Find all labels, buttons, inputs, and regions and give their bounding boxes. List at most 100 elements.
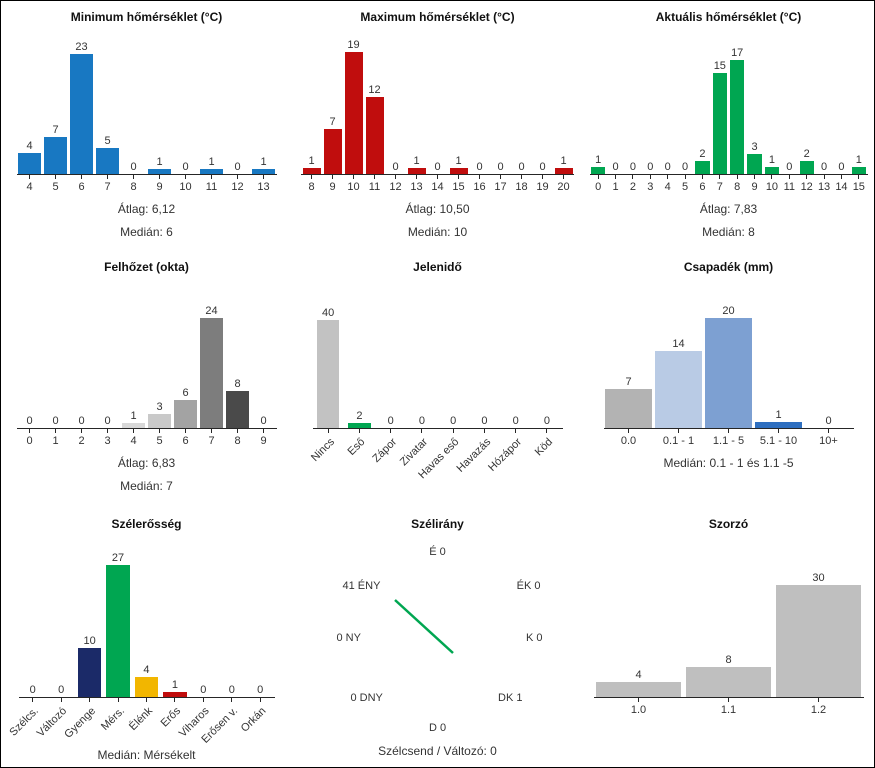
- bar-value-label: 1: [855, 154, 862, 166]
- axis-tick-slot: [218, 698, 246, 702]
- bar: [44, 137, 67, 174]
- axis-tick-slot: [173, 175, 199, 179]
- axis-tick: [728, 429, 729, 433]
- bar-column: 0: [531, 300, 562, 428]
- bar-column: 0: [47, 547, 75, 697]
- x-tick-label: 14: [431, 181, 444, 193]
- x-tick-label: 8: [734, 181, 741, 193]
- bar-column: 0: [500, 300, 531, 428]
- axis-tick-slot: [406, 429, 437, 433]
- bar: [695, 161, 710, 174]
- x-tick-label: 17: [494, 181, 507, 193]
- bar-value-label: 20: [722, 305, 735, 317]
- axis-tick-slot: [121, 429, 147, 433]
- x-tick-label: 0: [595, 181, 602, 193]
- bar: [686, 667, 771, 697]
- x-tick-label: Élénk: [127, 701, 160, 739]
- axis-tick: [211, 175, 212, 179]
- axis-tick-slot: [95, 175, 121, 179]
- bar-value-label: 0: [257, 684, 264, 696]
- axis-tick: [133, 429, 134, 433]
- bar-value-label: 0: [612, 161, 619, 173]
- bar-column: 7: [604, 300, 654, 428]
- bar-column: 0: [173, 34, 199, 174]
- x-tick-label-text: Zápor: [370, 436, 400, 465]
- wind-label-sw: 0 DNY: [350, 692, 383, 704]
- bar-column: 0: [406, 300, 437, 428]
- axis-tick: [327, 429, 329, 433]
- axis-tick-slot: [189, 698, 217, 702]
- bar-column: 1: [121, 300, 147, 428]
- axis-tick: [81, 175, 82, 179]
- x-tick-label: 1.1 - 5: [712, 435, 745, 447]
- stat-line: Medián: 8: [702, 225, 755, 239]
- x-axis: [301, 174, 574, 179]
- axis-tick-slot: [531, 429, 562, 433]
- bar-column: 2: [344, 300, 375, 428]
- wind-calm-footer: Szélcsend / Változó: 0: [378, 744, 497, 758]
- x-tick-label: 3: [104, 435, 111, 447]
- x-tick-label: 5: [156, 435, 163, 447]
- x-tick-label: 6: [182, 435, 189, 447]
- bar: [554, 168, 573, 174]
- x-tick-label: 2: [629, 181, 636, 193]
- axis-tick-slot: [199, 175, 225, 179]
- bar-value-label: 7: [52, 124, 59, 136]
- bars-area: 40 2 0 0 0 0 0 0: [313, 300, 563, 428]
- x-tick-label: 7: [104, 181, 111, 193]
- axis-tick: [374, 175, 375, 179]
- bar-column: 1: [590, 34, 607, 174]
- axis-tick-slot: [69, 175, 95, 179]
- axis-tick: [263, 175, 264, 179]
- axis-tick: [395, 175, 396, 179]
- axis-tick-slot: [746, 175, 763, 179]
- chart-present-weather: Jelenidő 40 2 0 0 0 0 0 0 Nincs Eső Zápor Zivatar Ha…: [292, 251, 583, 508]
- bar-column: 4: [132, 547, 160, 697]
- bar-value-label: 0: [518, 161, 525, 173]
- axis-tick-slot: [624, 175, 641, 179]
- bar-column: 0: [427, 34, 448, 174]
- axis-tick: [628, 429, 629, 433]
- bar-value-label: 0: [476, 161, 483, 173]
- bar-column: 0: [218, 547, 246, 697]
- bar-value-label: 1: [775, 409, 782, 421]
- axis-tick-slot: [301, 175, 322, 179]
- bar-column: 0: [95, 300, 121, 428]
- bar-column: 1: [850, 34, 867, 174]
- bar-column: 0: [385, 34, 406, 174]
- axis-tick-slot: [469, 175, 490, 179]
- bar-column: 0: [833, 34, 850, 174]
- axis-tick-slot: [246, 698, 274, 702]
- bar-value-label: 14: [672, 338, 685, 350]
- bar-value-label: 0: [52, 415, 59, 427]
- bar-value-label: 0: [260, 415, 267, 427]
- x-tick-label: 9: [751, 181, 758, 193]
- axis-tick-slot: [850, 175, 867, 179]
- axis-tick: [483, 429, 485, 433]
- axis-tick: [259, 698, 261, 702]
- bar: [348, 423, 371, 428]
- bar-column: 40: [313, 300, 344, 428]
- bar-value-label: 0: [450, 415, 457, 427]
- axis-tick-slot: [711, 175, 728, 179]
- bars-area: 0 0 10 27 4 1 0 0 0: [19, 547, 275, 697]
- axis-tick-slot: [375, 429, 406, 433]
- wind-label-ne: ÉK 0: [516, 580, 541, 592]
- bar-value-label: 6: [182, 387, 189, 399]
- axis-tick-slot: [225, 429, 251, 433]
- bar-value-label: 0: [392, 161, 399, 173]
- axis-tick: [667, 175, 669, 179]
- bar: [755, 422, 802, 428]
- x-tick-label: 7: [208, 435, 215, 447]
- wind-direction-line: [393, 599, 454, 654]
- x-labels: 0 1 2 3 4 5 6 7 8 9 10 11 12 13 14 15: [590, 178, 868, 193]
- axis-tick-slot: [594, 698, 684, 702]
- axis-tick: [390, 429, 392, 433]
- bar-value-label: 2: [699, 148, 706, 160]
- wind-compass: É 0 ÉK 0 K 0 DK 1 D 0 0 DNY 0 NY 41 ÉNY: [313, 544, 563, 736]
- axis-tick: [828, 429, 829, 433]
- bar-value-label: 1: [595, 154, 602, 166]
- axis-tick: [858, 175, 860, 179]
- axis-tick: [778, 429, 779, 433]
- bar-value-label: 0: [26, 415, 33, 427]
